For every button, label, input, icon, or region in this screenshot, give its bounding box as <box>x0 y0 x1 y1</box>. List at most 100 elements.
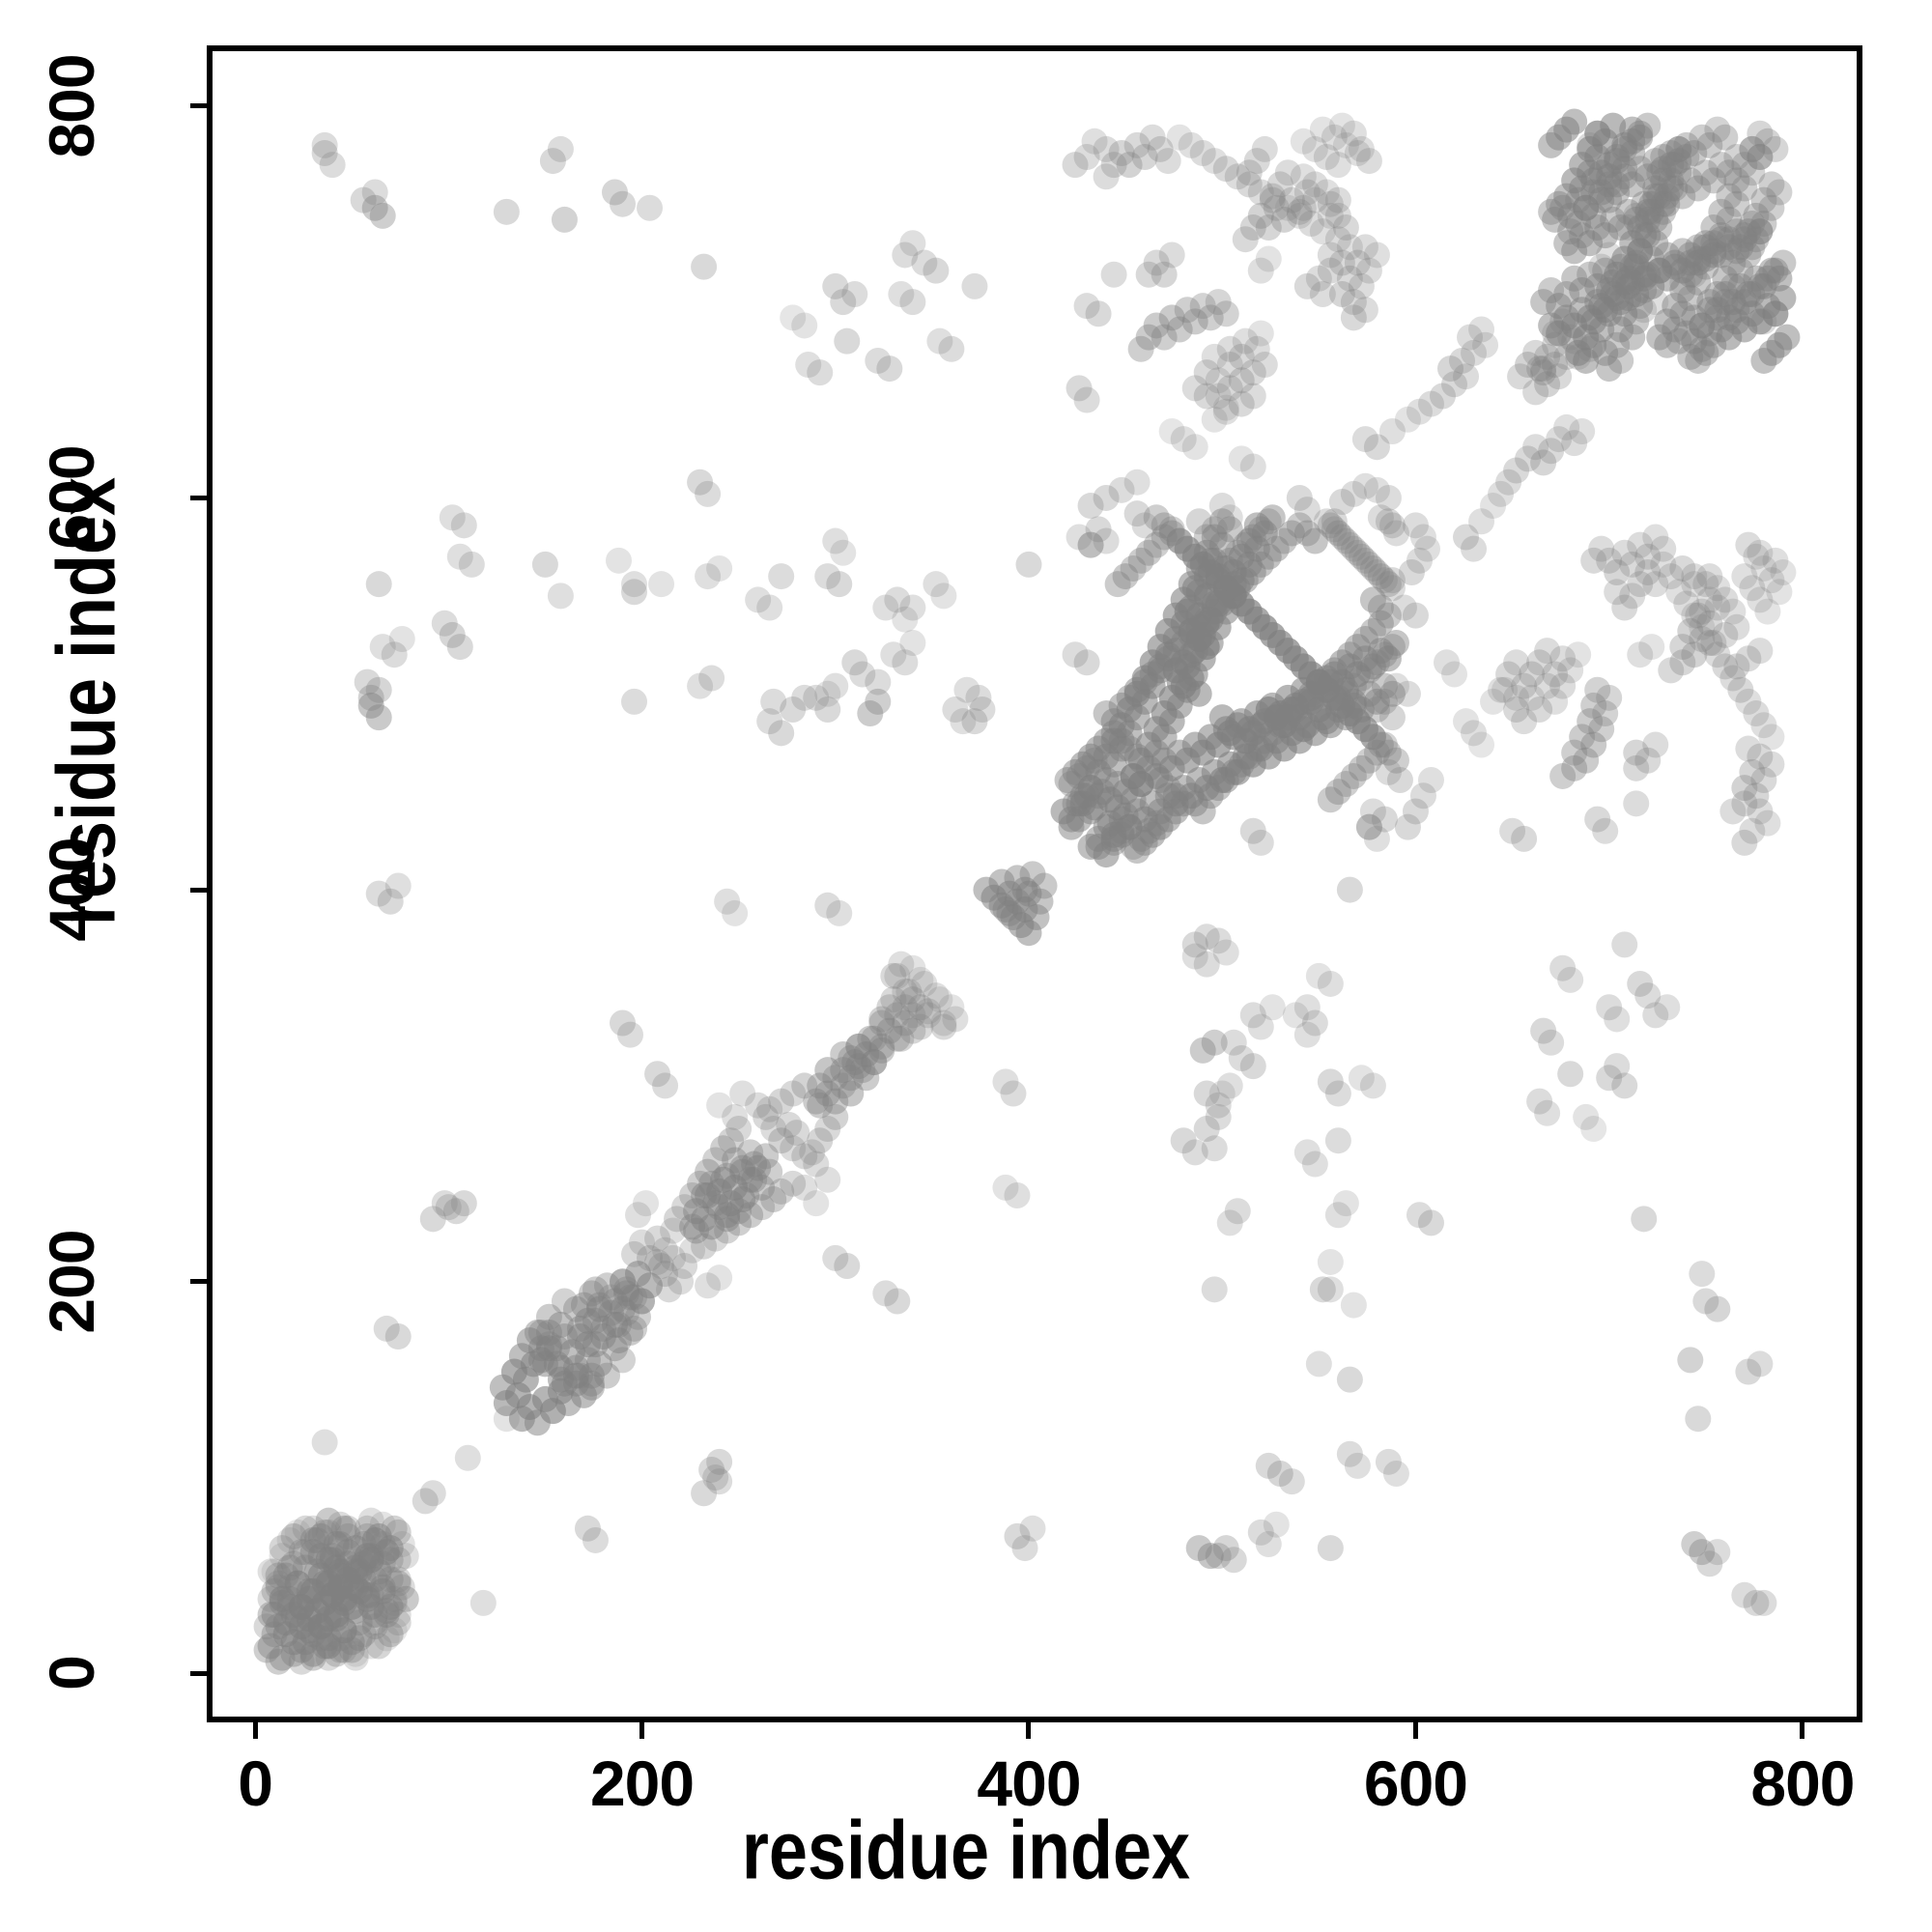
contact-point <box>1526 696 1553 723</box>
contact-point <box>1723 190 1750 217</box>
contact-point <box>1735 218 1762 245</box>
contact-point <box>1692 234 1719 261</box>
contact-point <box>1205 1543 1232 1570</box>
contact-point <box>923 571 950 598</box>
contact-point <box>1712 124 1739 151</box>
contact-point <box>450 1190 477 1217</box>
contact-point <box>1201 406 1228 433</box>
contact-point <box>1375 508 1402 535</box>
contact-point <box>1340 289 1367 316</box>
contact-point <box>1530 355 1557 383</box>
contact-point <box>1658 139 1685 166</box>
contact-point <box>1534 638 1561 665</box>
contact-point <box>535 1331 562 1358</box>
contact-point <box>593 1362 620 1389</box>
contact-point <box>1712 621 1739 648</box>
contact-point <box>419 1480 446 1507</box>
x-axis-title: residue index <box>741 1804 1191 1897</box>
contact-point <box>1011 1535 1038 1562</box>
contact-point <box>737 1166 764 1193</box>
contact-point <box>574 1347 601 1374</box>
contact-point <box>1239 359 1266 386</box>
contact-point <box>814 1166 841 1193</box>
contact-point <box>1557 202 1584 229</box>
contact-point <box>1696 1550 1723 1577</box>
contact-point <box>1340 120 1367 147</box>
contact-point <box>1286 202 1313 229</box>
contact-point <box>1208 704 1236 731</box>
contact-point <box>1696 630 1723 657</box>
contact-point <box>1100 829 1127 856</box>
contact-point <box>725 1198 753 1225</box>
contact-point <box>1704 116 1731 143</box>
contact-point <box>338 1636 365 1663</box>
contact-point <box>1317 202 1344 229</box>
contact-point <box>566 1323 593 1350</box>
contact-point <box>652 1236 679 1264</box>
contact-point <box>1642 524 1669 551</box>
contact-point <box>1696 297 1723 324</box>
contact-point <box>1627 970 1654 997</box>
contact-point <box>1495 469 1522 496</box>
contact-point <box>1359 617 1386 644</box>
contact-point <box>1247 179 1274 206</box>
contact-point <box>621 1284 648 1311</box>
contact-point <box>1673 590 1700 617</box>
contact-point <box>1669 183 1696 210</box>
contact-point <box>369 1574 396 1601</box>
contact-point <box>1104 794 1131 821</box>
contact-point <box>926 327 953 355</box>
contact-point <box>1274 194 1301 221</box>
contact-point <box>1747 586 1774 613</box>
contact-point <box>1704 1539 1731 1566</box>
contact-point <box>261 1558 288 1585</box>
contact-point <box>1375 739 1402 766</box>
contact-point <box>807 1127 834 1154</box>
contact-point <box>756 1158 783 1185</box>
contact-point <box>830 539 857 566</box>
contact-point <box>1692 253 1719 280</box>
contact-point <box>1542 661 1569 688</box>
contact-point <box>1743 782 1770 810</box>
contact-point <box>1359 724 1386 751</box>
contact-point <box>1085 516 1112 543</box>
contact-point <box>361 194 388 221</box>
contact-point <box>1638 634 1665 661</box>
contact-point <box>1259 504 1286 531</box>
x-tick-label-600: 600 <box>1363 1747 1468 1819</box>
contact-point <box>822 672 849 699</box>
contact-point <box>1673 144 1700 171</box>
contact-point <box>1665 148 1692 175</box>
contact-point <box>1580 202 1607 229</box>
contact-point <box>1584 676 1611 703</box>
scatter-points-layer <box>253 108 1801 1675</box>
contact-point <box>1662 152 1689 179</box>
contact-point <box>1367 563 1394 590</box>
contact-point <box>1700 242 1727 269</box>
contact-point <box>915 1002 942 1029</box>
contact-point <box>613 1280 639 1307</box>
contact-point <box>1317 257 1344 284</box>
contact-point <box>578 1370 605 1397</box>
contact-point <box>1143 504 1170 531</box>
contact-point <box>1266 1461 1293 1487</box>
contact-point <box>1282 645 1309 672</box>
contact-point <box>617 1284 644 1311</box>
y-tick-label-800: 800 <box>36 54 107 158</box>
contact-point <box>1596 1065 1623 1092</box>
contact-point <box>1634 747 1662 774</box>
contact-point <box>1669 238 1696 265</box>
contact-point <box>574 1307 601 1334</box>
contact-point <box>1747 120 1774 147</box>
contact-point <box>1696 586 1723 613</box>
contact-point <box>1328 488 1355 515</box>
contact-point <box>1220 1029 1247 1056</box>
contact-point <box>1681 261 1708 288</box>
contact-point <box>930 1009 957 1037</box>
contact-point <box>1507 363 1534 390</box>
contact-point <box>454 1444 481 1471</box>
contact-point <box>822 1244 849 1271</box>
contact-point <box>1723 218 1750 245</box>
contact-point <box>803 684 830 711</box>
x-tick-label-800: 800 <box>1750 1747 1855 1819</box>
